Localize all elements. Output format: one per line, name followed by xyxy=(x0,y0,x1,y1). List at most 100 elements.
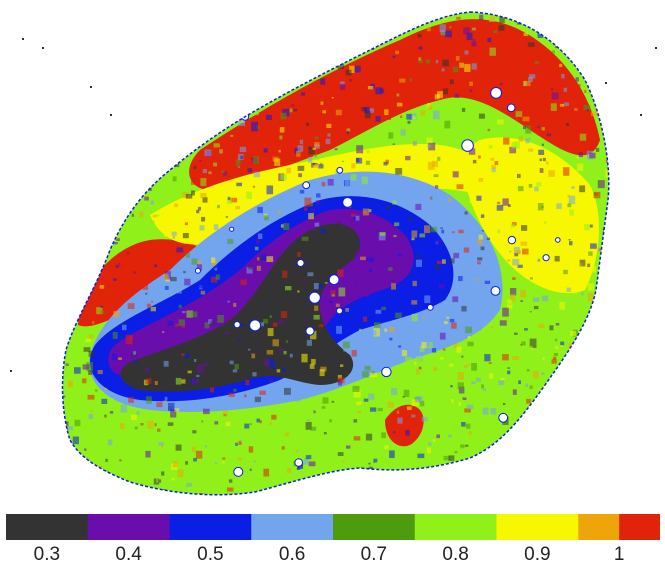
speckle xyxy=(387,22,391,25)
speckle xyxy=(532,370,539,379)
void-spot xyxy=(294,458,304,467)
speckle xyxy=(219,149,223,154)
speckle xyxy=(204,322,210,329)
speckle xyxy=(222,171,227,176)
speckle xyxy=(488,466,496,472)
speckle xyxy=(570,478,573,482)
speckle xyxy=(478,234,483,240)
speckle xyxy=(534,186,539,192)
speckle xyxy=(280,224,284,228)
speckle xyxy=(579,375,585,382)
speckle xyxy=(529,497,531,500)
speckle xyxy=(145,59,149,65)
speckle xyxy=(312,492,317,495)
speckle xyxy=(120,60,125,65)
speckle xyxy=(577,163,584,171)
speckle xyxy=(74,499,77,502)
speckle xyxy=(548,170,555,177)
speckle xyxy=(517,264,523,268)
speckle xyxy=(384,328,388,332)
speckle xyxy=(136,186,140,190)
speckle xyxy=(283,223,290,230)
speckle xyxy=(248,460,251,463)
speckle xyxy=(507,370,511,375)
speckle xyxy=(406,113,412,120)
speckle xyxy=(370,20,377,28)
speckle xyxy=(606,107,609,110)
speckle xyxy=(119,264,126,270)
speckle xyxy=(499,17,505,23)
speckle xyxy=(384,445,389,450)
speckle xyxy=(185,25,189,29)
speckle xyxy=(352,385,360,392)
speckle xyxy=(138,179,143,184)
speckle xyxy=(525,125,532,134)
speckle xyxy=(111,48,117,55)
speckle xyxy=(80,113,87,121)
speckle xyxy=(613,195,616,197)
speckle xyxy=(420,19,424,24)
speckle xyxy=(572,52,579,59)
speckle xyxy=(596,92,604,97)
speckle xyxy=(335,27,342,37)
speckle xyxy=(595,147,600,152)
speckle xyxy=(469,199,476,204)
speckle xyxy=(263,318,269,324)
speckle xyxy=(199,499,205,505)
speckle xyxy=(91,88,94,91)
speckle xyxy=(543,22,548,26)
speckle xyxy=(337,269,344,278)
speckle xyxy=(258,256,263,261)
speckle xyxy=(296,25,300,30)
speckle xyxy=(144,196,149,201)
speckle xyxy=(158,24,161,28)
speckle xyxy=(391,387,398,395)
speckle xyxy=(248,446,254,453)
region-east-slope xyxy=(464,137,600,294)
speckle xyxy=(572,287,578,294)
speckle xyxy=(72,436,79,445)
speckle xyxy=(589,144,595,151)
stray-pixel xyxy=(22,38,24,40)
speckle xyxy=(74,33,77,36)
speckle xyxy=(313,283,319,290)
speckle xyxy=(84,448,87,451)
speckle xyxy=(356,239,359,243)
speckle xyxy=(384,193,392,198)
speckle xyxy=(144,114,149,118)
speckle xyxy=(407,406,412,410)
speckle xyxy=(237,55,241,59)
speckle xyxy=(536,484,542,490)
speckle xyxy=(561,482,564,485)
speckle xyxy=(537,203,544,211)
speckle xyxy=(411,313,418,322)
speckle xyxy=(84,133,88,138)
speckle xyxy=(286,467,292,474)
speckle xyxy=(454,93,460,98)
speckle xyxy=(480,214,485,218)
speckle xyxy=(255,238,261,244)
speckle xyxy=(403,389,410,397)
speckle xyxy=(541,372,545,375)
stray-pixel xyxy=(110,114,112,116)
speckle xyxy=(118,28,124,35)
speckle xyxy=(331,400,335,403)
colorbar-tick-label: 0.9 xyxy=(524,544,551,565)
speckle xyxy=(375,309,382,314)
speckle xyxy=(278,319,284,324)
speckle xyxy=(337,377,345,384)
speckle xyxy=(526,369,530,372)
speckle xyxy=(346,445,351,449)
speckle xyxy=(334,473,339,479)
speckle xyxy=(538,323,545,328)
speckle xyxy=(65,164,70,170)
speckle xyxy=(494,161,499,165)
speckle xyxy=(106,494,111,495)
speckle xyxy=(303,280,306,284)
speckle xyxy=(500,480,508,490)
speckle xyxy=(353,280,358,286)
void-spot xyxy=(308,291,321,304)
speckle xyxy=(514,141,520,149)
speckle xyxy=(296,467,301,470)
speckle xyxy=(353,389,361,398)
